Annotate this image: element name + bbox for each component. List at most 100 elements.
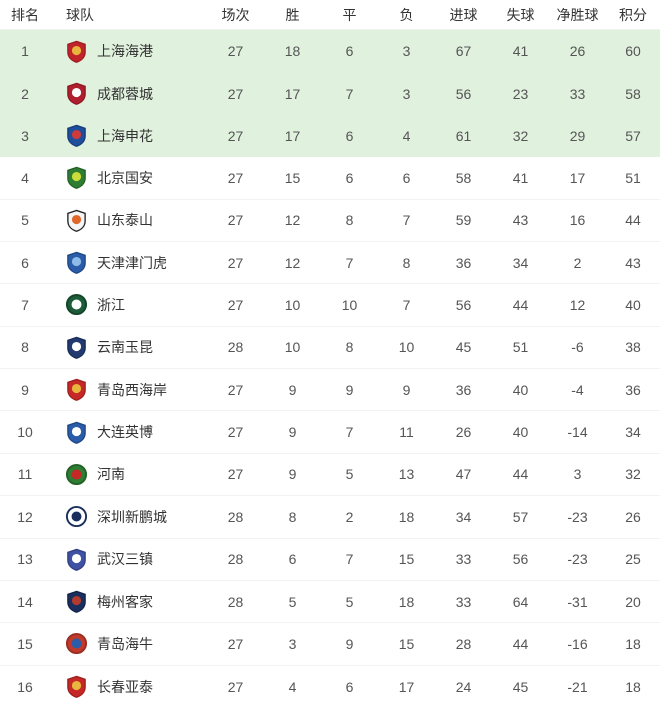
- rank-cell: 2: [21, 85, 29, 102]
- goal-diff-cell: -6: [571, 339, 584, 356]
- team-crest-icon: [64, 335, 88, 359]
- team-crest-icon: [64, 547, 88, 571]
- team-cell[interactable]: 上海海港: [50, 39, 207, 63]
- losses-cell: 7: [402, 296, 411, 313]
- team-cell[interactable]: 深圳新鹏城: [50, 505, 207, 529]
- table-row[interactable]: 16 长春亚泰 27 4 6 17 24 45 -21 18: [0, 665, 660, 708]
- table-row[interactable]: 11 河南 27 9 5 13 47 44 3 32: [0, 453, 660, 497]
- header-draws: 平: [342, 6, 357, 23]
- team-cell[interactable]: 山东泰山: [50, 208, 207, 232]
- team-name: 云南玉昆: [97, 339, 153, 356]
- played-cell: 27: [227, 466, 244, 483]
- goal-diff-cell: 17: [569, 169, 586, 186]
- team-cell[interactable]: 长春亚泰: [50, 675, 207, 699]
- team-cell[interactable]: 梅州客家: [50, 590, 207, 614]
- table-row[interactable]: 10 大连英博 27 9 7 11 26 40 -14 34: [0, 411, 660, 454]
- table-row[interactable]: 13 武汉三镇 28 6 7 15 33 56 -23 25: [0, 538, 660, 581]
- draws-cell: 10: [341, 296, 358, 313]
- header-losses: 负: [399, 6, 414, 23]
- wins-cell: 9: [288, 466, 297, 483]
- table-row[interactable]: 7 浙江 27 10 10 7 56 44 12 40: [0, 284, 660, 327]
- goals-for-cell: 26: [455, 424, 472, 441]
- team-crest-icon: [64, 39, 88, 63]
- draws-cell: 6: [345, 169, 354, 186]
- played-cell: 27: [227, 424, 244, 441]
- goals-against-cell: 64: [512, 593, 529, 610]
- rank-cell: 4: [21, 169, 29, 186]
- table-row[interactable]: 14 梅州客家 28 5 5 18 33 64 -31 20: [0, 580, 660, 624]
- team-name: 河南: [97, 466, 125, 483]
- goals-for-cell: 61: [455, 127, 472, 144]
- goals-for-cell: 28: [455, 635, 472, 652]
- table-row[interactable]: 2 成都蓉城 27 17 7 3 56 23 33 58: [0, 72, 660, 115]
- header-played: 场次: [221, 6, 250, 23]
- wins-cell: 6: [288, 551, 297, 568]
- wins-cell: 10: [284, 296, 301, 313]
- team-cell[interactable]: 青岛西海岸: [50, 378, 207, 402]
- team-cell[interactable]: 浙江: [50, 293, 207, 317]
- draws-cell: 2: [345, 508, 354, 525]
- goals-for-cell: 36: [455, 381, 472, 398]
- team-crest-icon: [64, 632, 88, 656]
- goals-for-cell: 33: [455, 551, 472, 568]
- points-cell: 43: [625, 254, 641, 271]
- table-row[interactable]: 1 上海海港 27 18 6 3 67 41 26 60: [0, 30, 660, 73]
- points-cell: 34: [625, 424, 641, 441]
- goals-against-cell: 44: [512, 466, 529, 483]
- goals-for-cell: 45: [455, 339, 472, 356]
- table-row[interactable]: 3 上海申花 27 17 6 4 61 32 29 57: [0, 114, 660, 158]
- table-row[interactable]: 15 青岛海牛 27 3 9 15 28 44 -16 18: [0, 623, 660, 666]
- header-rank: 排名: [11, 6, 39, 23]
- points-cell: 36: [625, 381, 641, 398]
- rank-cell: 5: [21, 212, 29, 229]
- wins-cell: 12: [284, 212, 301, 229]
- team-cell[interactable]: 武汉三镇: [50, 547, 207, 571]
- table-row[interactable]: 4 北京国安 27 15 6 6 58 41 17 51: [0, 157, 660, 200]
- team-cell[interactable]: 天津津门虎: [50, 251, 207, 275]
- wins-cell: 4: [288, 678, 297, 695]
- played-cell: 27: [227, 296, 244, 313]
- wins-cell: 8: [288, 508, 297, 525]
- table-row[interactable]: 12 深圳新鹏城 28 8 2 18 34 57 -23 26: [0, 496, 660, 539]
- table-row[interactable]: 9 青岛西海岸 27 9 9 9 36 40 -4 36: [0, 369, 660, 412]
- draws-cell: 7: [345, 424, 354, 441]
- team-name: 青岛海牛: [97, 635, 153, 652]
- goals-against-cell: 44: [512, 296, 529, 313]
- team-crest-icon: [64, 251, 88, 275]
- draws-cell: 6: [345, 678, 354, 695]
- table-row[interactable]: 8 云南玉昆 28 10 8 10 45 51 -6 38: [0, 326, 660, 369]
- points-cell: 25: [625, 551, 641, 568]
- played-cell: 27: [227, 85, 244, 102]
- team-name: 深圳新鹏城: [97, 508, 167, 525]
- rank-cell: 15: [17, 635, 33, 652]
- team-crest-icon: [64, 462, 88, 486]
- draws-cell: 6: [345, 127, 354, 144]
- team-cell[interactable]: 大连英博: [50, 420, 207, 444]
- goal-diff-cell: -23: [567, 551, 588, 568]
- played-cell: 28: [227, 508, 244, 525]
- rank-cell: 14: [17, 593, 33, 610]
- points-cell: 18: [625, 635, 641, 652]
- rank-cell: 8: [21, 339, 29, 356]
- team-cell[interactable]: 河南: [50, 462, 207, 486]
- table-row[interactable]: 5 山东泰山 27 12 8 7 59 43 16 44: [0, 199, 660, 242]
- points-cell: 58: [625, 85, 641, 102]
- losses-cell: 10: [398, 339, 415, 356]
- goals-against-cell: 56: [512, 551, 529, 568]
- goals-against-cell: 43: [512, 212, 529, 229]
- played-cell: 27: [227, 635, 244, 652]
- goals-for-cell: 56: [455, 85, 472, 102]
- wins-cell: 9: [288, 381, 297, 398]
- points-cell: 40: [625, 296, 641, 313]
- team-cell[interactable]: 成都蓉城: [50, 82, 207, 106]
- losses-cell: 3: [402, 85, 411, 102]
- table-row[interactable]: 6 天津津门虎 27 12 7 8 36 34 2 43: [0, 241, 660, 285]
- goals-against-cell: 34: [512, 254, 529, 271]
- points-cell: 18: [625, 678, 641, 695]
- team-cell[interactable]: 北京国安: [50, 166, 207, 190]
- losses-cell: 18: [398, 508, 415, 525]
- team-cell[interactable]: 云南玉昆: [50, 335, 207, 359]
- team-cell[interactable]: 青岛海牛: [50, 632, 207, 656]
- team-cell[interactable]: 上海申花: [50, 124, 207, 148]
